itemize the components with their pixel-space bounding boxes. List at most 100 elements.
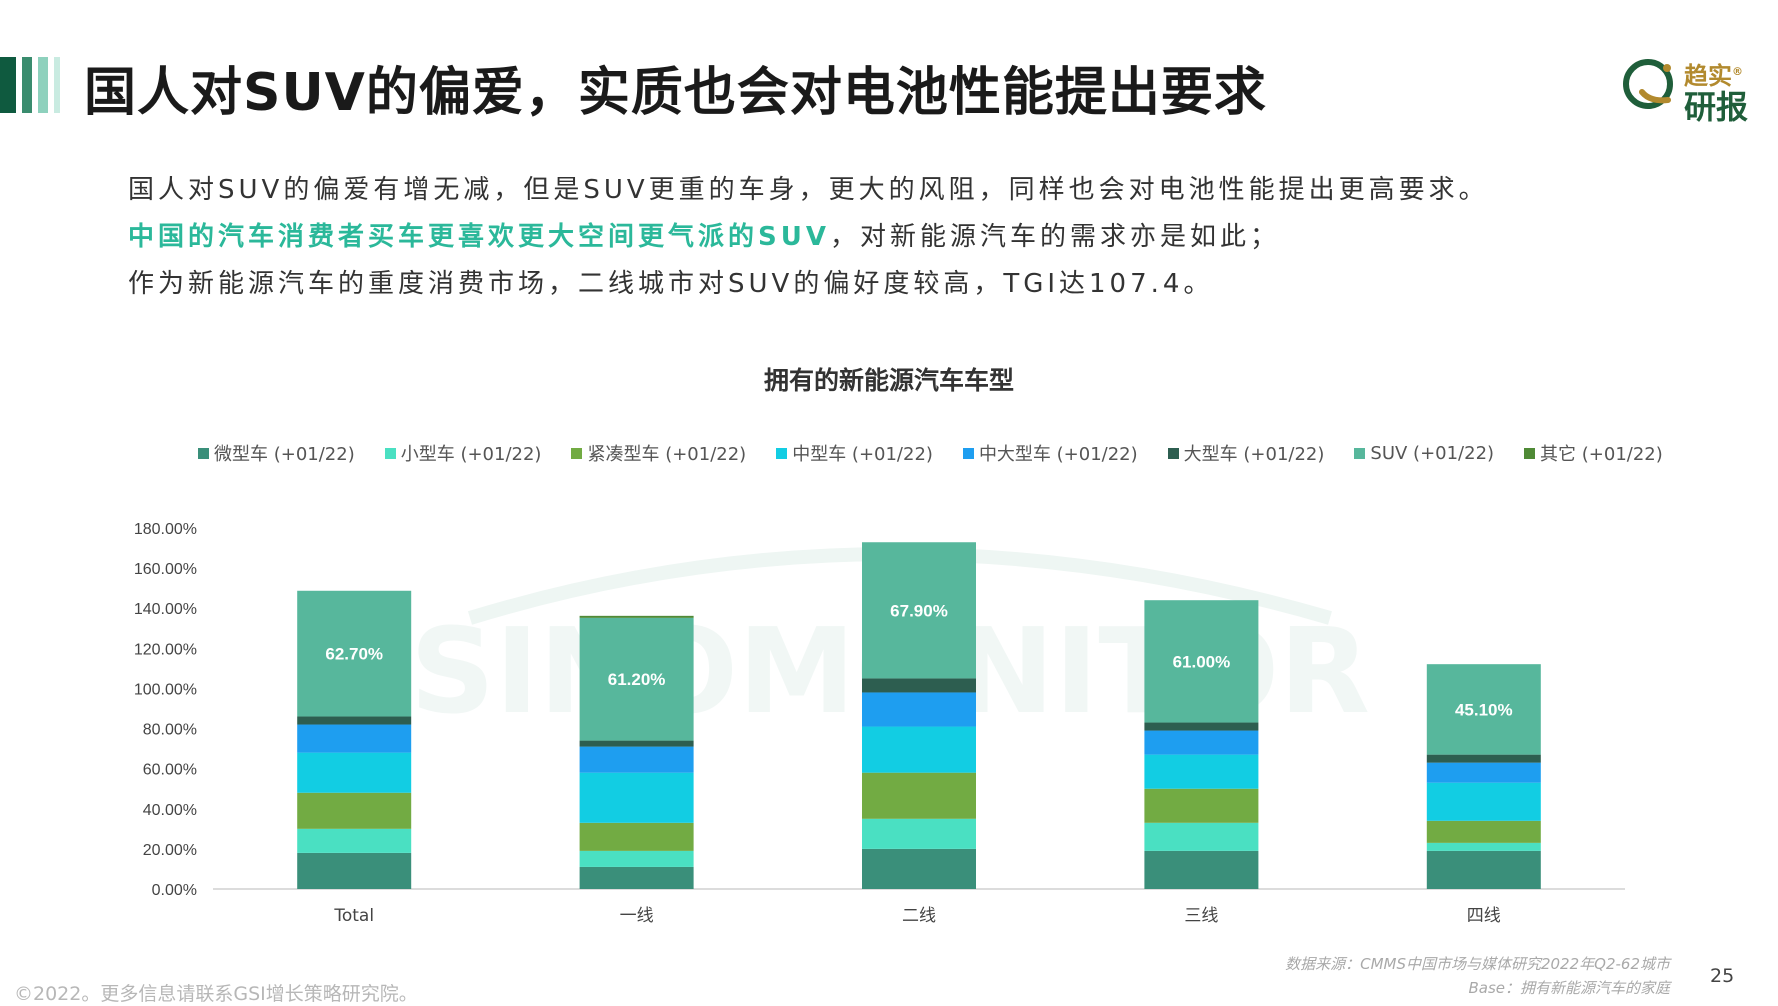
legend-swatch [384, 447, 396, 459]
y-tick-label: 0.00% [152, 882, 197, 899]
legend-swatch [571, 447, 583, 459]
bar-segment [1144, 754, 1259, 789]
bar-segment [1426, 782, 1541, 821]
bar-segment [297, 752, 412, 793]
intro-line-2: 中国的汽车消费者买车更喜欢更大空间更气派的SUV，对新能源汽车的需求亦是如此； [128, 216, 1688, 263]
bar-segment [862, 692, 976, 727]
bar-segment [579, 850, 694, 867]
y-tick-label: 60.00% [143, 762, 197, 779]
bar-segment [862, 542, 976, 679]
bar-segment [1144, 722, 1259, 731]
data-label: 61.00% [1173, 652, 1231, 671]
x-tick-label: Total [333, 906, 374, 926]
legend-label: 中型车 (+01/22) [792, 444, 933, 465]
legend-item: SUV (+01/22) [1354, 440, 1494, 466]
bar-segment [862, 818, 976, 849]
data-label: 62.70% [325, 645, 383, 664]
y-tick-label: 80.00% [143, 722, 197, 739]
legend-swatch [776, 447, 788, 459]
bar-segment [862, 678, 976, 693]
y-tick-label: 140.00% [134, 601, 197, 618]
intro-line-3: 作为新能源汽车的重度消费市场，二线城市对SUV的偏好度较高，TGI达107.4。 [128, 269, 1214, 299]
bar-segment [579, 746, 694, 773]
legend-label: 大型车 (+01/22) [1183, 444, 1325, 465]
y-tick-label: 40.00% [143, 802, 197, 819]
bar-segment [579, 772, 694, 823]
legend-label: 中大型车 (+01/22) [978, 444, 1138, 465]
bar-segment [1426, 754, 1541, 763]
source-line-1: 数据来源：CMMS中国市场与媒体研究2022年Q2-62城市 [1285, 955, 1670, 973]
legend-item: 紧凑型车 (+01/22) [571, 440, 746, 466]
bar-segment [1144, 788, 1259, 823]
bar-segment [297, 590, 412, 717]
legend-item: 小型车 (+01/22) [384, 440, 542, 466]
legend-swatch [962, 447, 974, 459]
intro-highlight: 中国的汽车消费者买车更喜欢更大空间更气派的SUV [128, 222, 830, 252]
bar-segment [297, 716, 412, 725]
chart-title: 拥有的新能源汽车车型 [763, 366, 1014, 395]
bar-segment [579, 866, 694, 889]
legend-label: 小型车 (+01/22) [400, 444, 542, 465]
y-tick-label: 160.00% [134, 561, 197, 578]
x-tick-label: 四线 [1467, 906, 1501, 926]
legend-swatch [198, 447, 209, 459]
bar-segment [862, 848, 976, 889]
bar-segment [579, 615, 694, 618]
bar-segment [1426, 820, 1541, 843]
bar-segment [1426, 664, 1541, 755]
bar-segment [862, 772, 976, 819]
legend-swatch [1167, 447, 1179, 459]
x-tick-label: 二线 [902, 906, 936, 926]
brand-logo: 趋实® 研报 [1620, 54, 1760, 126]
bar-segment [579, 822, 694, 851]
bar-segment [579, 740, 694, 747]
magnifier-q-icon [1623, 59, 1673, 109]
deco-bar-4 [54, 57, 60, 113]
legend-item: 大型车 (+01/22) [1167, 440, 1325, 466]
legend-item: 其它 (+01/22) [1524, 440, 1663, 466]
legend-item: 中大型车 (+01/22) [962, 440, 1138, 466]
data-label: 61.20% [608, 670, 666, 689]
bar-segment [1144, 730, 1259, 755]
data-label: 45.10% [1455, 700, 1513, 719]
bar-segment [1426, 842, 1541, 851]
deco-bar-2 [22, 57, 32, 113]
bar-segment [579, 617, 694, 741]
legend-item: 微型车 (+01/22) [198, 440, 355, 466]
source-base: Base：拥有新能源汽车的家庭 [1468, 979, 1670, 997]
deco-bar-3 [38, 57, 48, 113]
bar-segment [1144, 822, 1259, 851]
intro-line-1: 国人对SUV的偏爱有增无减，但是SUV更重的车身，更大的风阻，同样也会对电池性能… [128, 175, 1489, 205]
bar-segment [297, 828, 412, 853]
intro-text: 国人对SUV的偏爱有增无减，但是SUV更重的车身，更大的风阻，同样也会对电池性能… [128, 169, 1688, 310]
legend-label: SUV (+01/22) [1370, 442, 1495, 464]
logo-text-bottom: 研报 [1684, 88, 1749, 126]
legend-item: 中型车 (+01/22) [776, 440, 933, 466]
bar-segment [1144, 850, 1259, 889]
legend-label: 其它 (+01/22) [1540, 444, 1663, 465]
data-source: 数据来源：CMMS中国市场与媒体研究2022年Q2-62城市 Base：拥有新能… [1285, 952, 1670, 1000]
page-title: 国人对SUV的偏爱，实质也会对电池性能提出要求 [84, 63, 1267, 123]
data-label: 67.90% [890, 601, 948, 620]
intro-line-2-rest: ，对新能源汽车的需求亦是如此； [829, 222, 1280, 252]
bar-segment [297, 852, 412, 889]
bar-segment [1144, 600, 1259, 723]
chart-legend: 微型车 (+01/22) 小型车 (+01/22) 紧凑型车 (+01/22) 中型车… [198, 440, 1663, 466]
legend-label: 微型车 (+01/22) [214, 444, 355, 465]
deco-bar-1 [0, 57, 16, 113]
y-tick-label: 180.00% [134, 521, 197, 538]
bar-segment [862, 726, 976, 773]
legend-swatch [1354, 447, 1366, 459]
bar-segment [1426, 850, 1541, 889]
y-tick-label: 120.00% [134, 641, 197, 658]
page-number: 25 [1710, 965, 1735, 987]
legend-swatch [1524, 447, 1536, 459]
registered-mark: ® [1732, 65, 1743, 78]
logo-text-top: 趋实® [1684, 62, 1743, 90]
bar-segment [297, 792, 412, 829]
x-tick-label: 三线 [1184, 906, 1218, 926]
x-tick-label: 一线 [620, 906, 654, 926]
bar-segment [1426, 762, 1541, 783]
y-tick-label: 20.00% [143, 842, 197, 859]
